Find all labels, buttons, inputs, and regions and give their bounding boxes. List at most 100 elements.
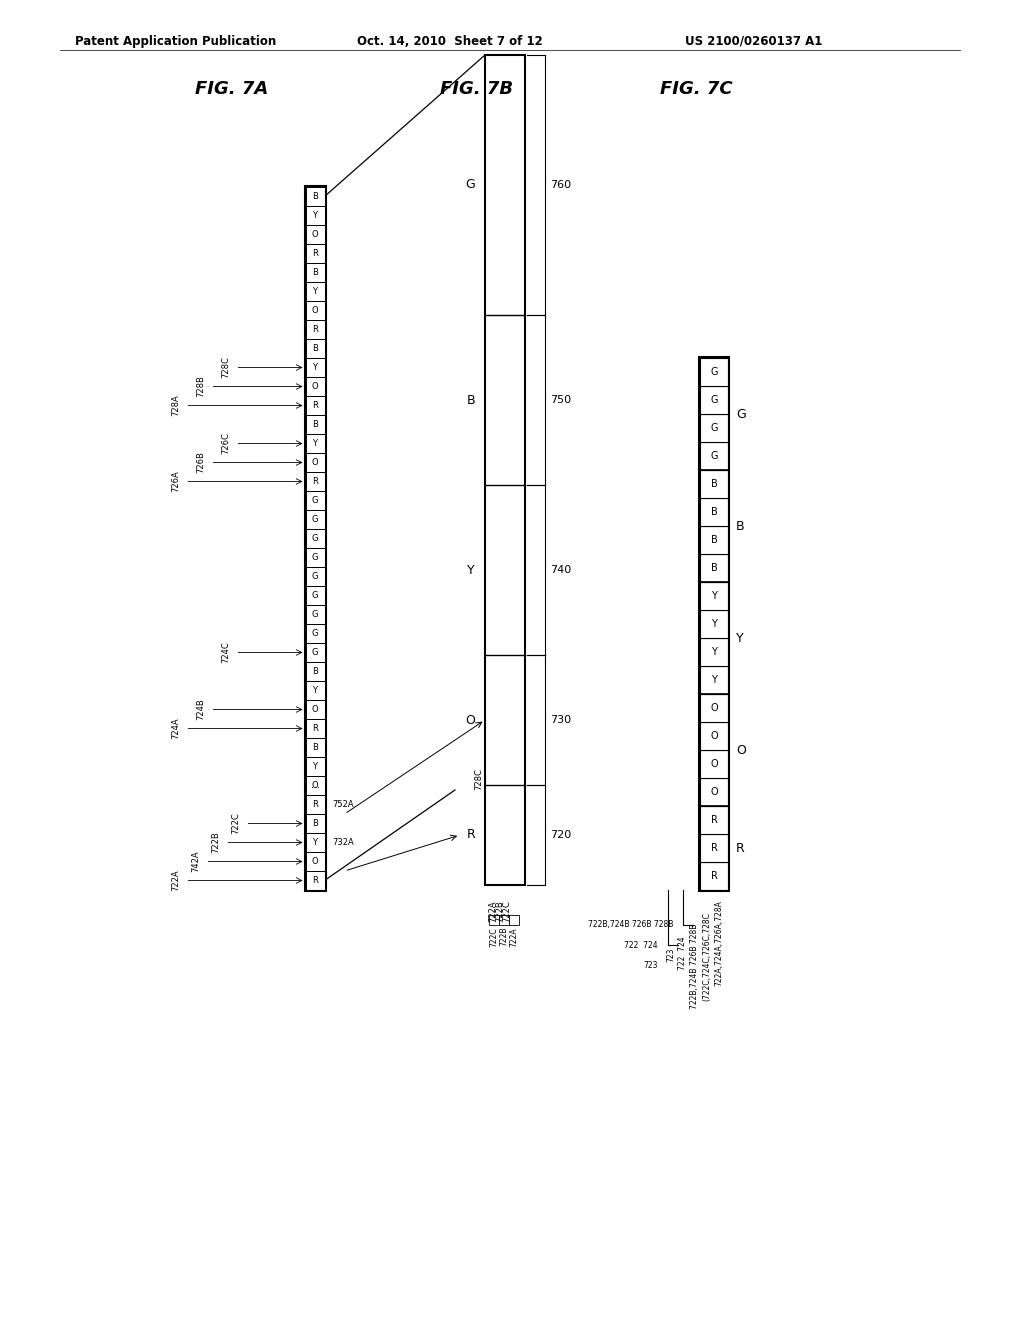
Bar — [700, 834, 728, 862]
Text: 728C: 728C — [221, 356, 230, 379]
Bar — [305, 756, 325, 776]
Bar — [305, 833, 325, 851]
Text: R: R — [312, 249, 317, 257]
Bar — [304, 186, 326, 891]
Bar — [305, 473, 325, 491]
Bar — [700, 638, 728, 667]
Text: 722A,724A,726A,728A: 722A,724A,726A,728A — [714, 900, 723, 986]
Text: Y: Y — [711, 591, 717, 601]
Bar — [700, 777, 728, 807]
Text: 724A: 724A — [171, 718, 180, 739]
Bar — [305, 776, 325, 795]
Text: 726A: 726A — [171, 471, 180, 492]
Text: G: G — [311, 515, 318, 524]
Text: (722C,724C,726C,728C: (722C,724C,726C,728C — [702, 912, 711, 1001]
Text: 722A: 722A — [171, 870, 180, 891]
Text: R: R — [312, 800, 317, 809]
Bar — [305, 414, 325, 434]
Text: R: R — [736, 842, 744, 854]
Text: 752A: 752A — [333, 800, 354, 809]
Text: R: R — [312, 477, 317, 486]
Text: Y: Y — [312, 363, 317, 372]
Text: B: B — [312, 667, 317, 676]
Text: Y: Y — [736, 631, 743, 644]
Bar — [305, 795, 325, 814]
Bar — [700, 525, 728, 554]
Text: Y: Y — [312, 838, 317, 847]
Bar — [305, 491, 325, 510]
Bar — [700, 498, 728, 525]
Text: O: O — [311, 781, 318, 789]
Text: 722C: 722C — [502, 900, 511, 921]
Bar — [305, 510, 325, 529]
Bar — [305, 434, 325, 453]
Bar — [305, 851, 325, 871]
Text: 722B,724B 726B 728B: 722B,724B 726B 728B — [690, 924, 699, 1010]
Bar — [305, 814, 325, 833]
Text: 730: 730 — [550, 715, 571, 725]
Text: G: G — [311, 496, 318, 506]
Text: B: B — [711, 535, 718, 545]
Text: Y: Y — [711, 619, 717, 630]
Text: R: R — [312, 325, 317, 334]
Bar — [305, 244, 325, 263]
Bar — [305, 681, 325, 700]
Text: G: G — [311, 535, 318, 543]
Text: R: R — [466, 829, 475, 842]
Text: Y: Y — [312, 686, 317, 696]
Text: R: R — [312, 876, 317, 884]
Text: US 2100/0260137 A1: US 2100/0260137 A1 — [685, 36, 822, 48]
Text: FIG. 7A: FIG. 7A — [195, 81, 268, 98]
Bar — [305, 529, 325, 548]
Bar — [305, 871, 325, 890]
Bar — [305, 301, 325, 319]
Text: 722B: 722B — [211, 832, 220, 853]
Text: B: B — [711, 479, 718, 488]
Text: B: B — [312, 420, 317, 429]
Bar — [699, 356, 729, 891]
Bar — [305, 187, 325, 206]
Text: 722B: 722B — [495, 900, 504, 921]
Text: 726B: 726B — [196, 451, 205, 474]
Bar — [489, 915, 499, 925]
Text: Y: Y — [467, 564, 475, 577]
Text: 750: 750 — [550, 395, 571, 405]
Bar — [700, 442, 728, 470]
Text: G: G — [311, 572, 318, 581]
Text: 724B: 724B — [196, 698, 205, 721]
Text: 724C: 724C — [221, 642, 230, 664]
Text: R: R — [711, 871, 718, 880]
Bar — [700, 750, 728, 777]
Text: 722B: 722B — [499, 927, 508, 946]
Text: R: R — [711, 843, 718, 853]
Text: O: O — [311, 705, 318, 714]
Bar — [305, 282, 325, 301]
Text: 722  724: 722 724 — [678, 936, 687, 970]
Bar — [305, 453, 325, 473]
Bar — [305, 719, 325, 738]
Bar — [700, 862, 728, 890]
Text: G: G — [711, 422, 718, 433]
Text: 722A: 722A — [488, 900, 497, 921]
Bar — [305, 624, 325, 643]
Text: FIG. 7C: FIG. 7C — [660, 81, 732, 98]
Bar — [305, 663, 325, 681]
Text: 742A: 742A — [191, 850, 200, 873]
Text: 728B: 728B — [196, 376, 205, 397]
Bar — [700, 554, 728, 582]
Text: O: O — [736, 743, 745, 756]
Bar — [305, 548, 325, 568]
Bar — [509, 915, 519, 925]
Text: R: R — [711, 814, 718, 825]
Text: 722C: 722C — [231, 813, 240, 834]
Bar — [499, 915, 509, 925]
Text: 728A: 728A — [171, 395, 180, 416]
Text: O: O — [311, 381, 318, 391]
Text: 720: 720 — [550, 830, 571, 840]
Text: O: O — [711, 731, 718, 741]
Text: R: R — [312, 723, 317, 733]
Text: Y: Y — [312, 762, 317, 771]
Text: B: B — [312, 191, 317, 201]
Bar — [305, 339, 325, 358]
Text: 722C: 722C — [489, 927, 498, 946]
